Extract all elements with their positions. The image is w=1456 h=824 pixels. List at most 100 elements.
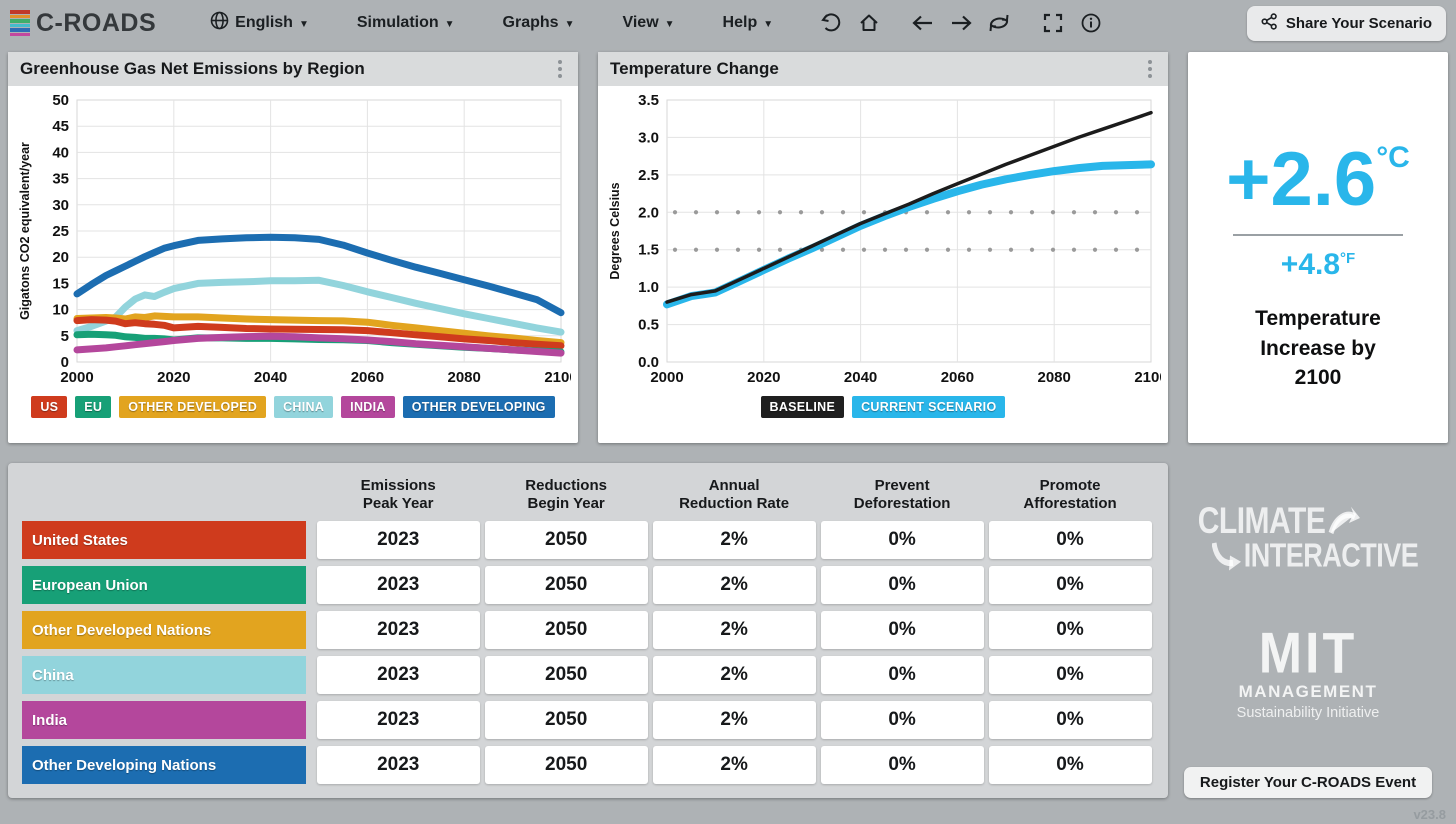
svg-text:2020: 2020 — [747, 369, 780, 386]
menu-label: Simulation — [356, 14, 439, 31]
menu-help[interactable]: Help ▼ — [709, 6, 788, 40]
emissions-card-header: Greenhouse Gas Net Emissions by Region — [8, 52, 578, 86]
fullscreen-icon[interactable] — [1037, 7, 1069, 39]
value-cell[interactable]: 2050 — [484, 521, 648, 559]
svg-text:2060: 2060 — [351, 369, 384, 386]
reload-icon[interactable] — [983, 7, 1015, 39]
svg-text:Degrees Celsius: Degrees Celsius — [608, 182, 622, 279]
value-cell[interactable]: 0% — [820, 566, 984, 604]
value-cell[interactable]: 0% — [820, 656, 984, 694]
emissions-chart-card: Greenhouse Gas Net Emissions by Region 0… — [8, 52, 578, 443]
temperature-chart: 0.0 0.5 1.0 1.5 2.0 2.5 3.0 3.5 2000 2020 2040 2060… — [608, 92, 1161, 386]
table-row: China 2023 2050 2% 0% 0% — [22, 656, 1154, 694]
column-header: Reductions Begin Year — [525, 477, 607, 512]
legend-badge-other-developed: OTHER DEVELOPED — [119, 396, 267, 418]
svg-text:2080: 2080 — [1038, 369, 1071, 386]
svg-text:2.5: 2.5 — [638, 167, 659, 184]
svg-text:2000: 2000 — [650, 369, 683, 386]
region-label: Other Developed Nations — [22, 611, 307, 649]
mit-logo-word: MIT — [1258, 622, 1358, 687]
table-header-spacer — [22, 471, 314, 513]
value-cell[interactable]: 2023 — [316, 656, 480, 694]
value-cell[interactable]: 0% — [988, 566, 1152, 604]
svg-text:3.5: 3.5 — [638, 92, 659, 109]
value-cell[interactable]: 2023 — [316, 566, 480, 604]
region-label: United States — [22, 521, 307, 559]
svg-text:2060: 2060 — [941, 369, 974, 386]
svg-text:Gigatons CO2 equivalent/year: Gigatons CO2 equivalent/year — [18, 142, 32, 320]
region-label: European Union — [22, 566, 307, 604]
menu-english[interactable]: English ▼ — [196, 3, 323, 43]
svg-text:2100: 2100 — [1134, 369, 1161, 386]
svg-text:35: 35 — [52, 171, 69, 188]
value-cell[interactable]: 2% — [652, 611, 816, 649]
climate-interactive-line1: CLIMATE — [1197, 500, 1326, 542]
info-icon[interactable] — [1075, 7, 1107, 39]
scenario-table: Emissions Peak Year Reductions Begin Year An… — [8, 463, 1168, 798]
column-header: Annual Reduction Rate — [679, 477, 790, 512]
chevron-down-icon: ▼ — [763, 18, 774, 30]
value-cell[interactable]: 0% — [820, 611, 984, 649]
column-header: Emissions Peak Year — [360, 477, 436, 512]
back-icon[interactable] — [907, 7, 939, 39]
value-cell[interactable]: 2050 — [484, 656, 648, 694]
summary-divider — [1233, 234, 1403, 237]
mit-subtitle: Sustainability Initiative — [1236, 704, 1380, 721]
temperature-summary-card: +2.6°C +4.8°F Temperature Increase by 21… — [1188, 52, 1448, 443]
svg-text:3.0: 3.0 — [638, 129, 659, 146]
kebab-menu-icon[interactable] — [1142, 56, 1158, 82]
value-cell[interactable]: 0% — [988, 611, 1152, 649]
value-cell[interactable]: 0% — [988, 746, 1152, 784]
version-label: v23.8 — [1413, 807, 1446, 822]
value-cell[interactable]: 2023 — [316, 521, 480, 559]
column-header: Prevent Deforestation — [853, 477, 951, 512]
value-cell[interactable]: 2% — [652, 746, 816, 784]
croads-logo-stripes — [10, 10, 30, 36]
value-cell[interactable]: 2050 — [484, 701, 648, 739]
menu-view[interactable]: View ▼ — [608, 6, 688, 40]
svg-text:45: 45 — [52, 118, 69, 135]
value-cell[interactable]: 2050 — [484, 566, 648, 604]
menu-label: View — [622, 14, 659, 31]
value-cell[interactable]: 2% — [652, 701, 816, 739]
region-label: India — [22, 701, 307, 739]
menu-simulation[interactable]: Simulation ▼ — [343, 6, 469, 40]
top-navbar: C-ROADS English ▼ Simulation ▼ Graphs ▼ View ▼ H… — [0, 0, 1456, 46]
value-cell[interactable]: 0% — [820, 521, 984, 559]
value-cell[interactable]: 2023 — [316, 746, 480, 784]
svg-text:2100: 2100 — [544, 369, 571, 386]
curved-arrow-icon — [1327, 506, 1361, 539]
forward-icon[interactable] — [945, 7, 977, 39]
kebab-menu-icon[interactable] — [552, 56, 568, 82]
value-cell[interactable]: 2023 — [316, 701, 480, 739]
svg-text:10: 10 — [52, 302, 69, 319]
value-cell[interactable]: 2% — [652, 656, 816, 694]
value-cell[interactable]: 0% — [820, 746, 984, 784]
croads-logo[interactable]: C-ROADS — [10, 9, 156, 38]
value-cell[interactable]: 2050 — [484, 611, 648, 649]
fahrenheit-value: +4.8°F — [1280, 248, 1356, 282]
register-event-button[interactable]: Register Your C-ROADS Event — [1183, 766, 1433, 798]
value-cell[interactable]: 0% — [988, 521, 1152, 559]
chevron-down-icon: ▼ — [664, 18, 675, 30]
value-cell[interactable]: 2050 — [484, 746, 648, 784]
home-icon[interactable] — [853, 7, 885, 39]
climate-interactive-logo: CLIMATE INTERACTIVE — [1197, 500, 1419, 572]
share-button-label: Share Your Scenario — [1285, 14, 1432, 32]
value-cell[interactable]: 0% — [988, 701, 1152, 739]
value-cell[interactable]: 0% — [820, 701, 984, 739]
menu-graphs[interactable]: Graphs ▼ — [489, 6, 589, 40]
svg-text:2.0: 2.0 — [638, 204, 659, 221]
value-cell[interactable]: 0% — [988, 656, 1152, 694]
svg-text:15: 15 — [52, 275, 69, 292]
svg-text:0.5: 0.5 — [638, 317, 659, 334]
undo-icon[interactable] — [815, 7, 847, 39]
svg-text:2040: 2040 — [254, 369, 287, 386]
svg-text:1.5: 1.5 — [638, 242, 659, 259]
value-cell[interactable]: 2% — [652, 521, 816, 559]
value-cell[interactable]: 2% — [652, 566, 816, 604]
svg-text:30: 30 — [52, 197, 69, 214]
svg-text:50: 50 — [52, 92, 69, 109]
share-scenario-button[interactable]: Share Your Scenario — [1246, 5, 1446, 41]
value-cell[interactable]: 2023 — [316, 611, 480, 649]
